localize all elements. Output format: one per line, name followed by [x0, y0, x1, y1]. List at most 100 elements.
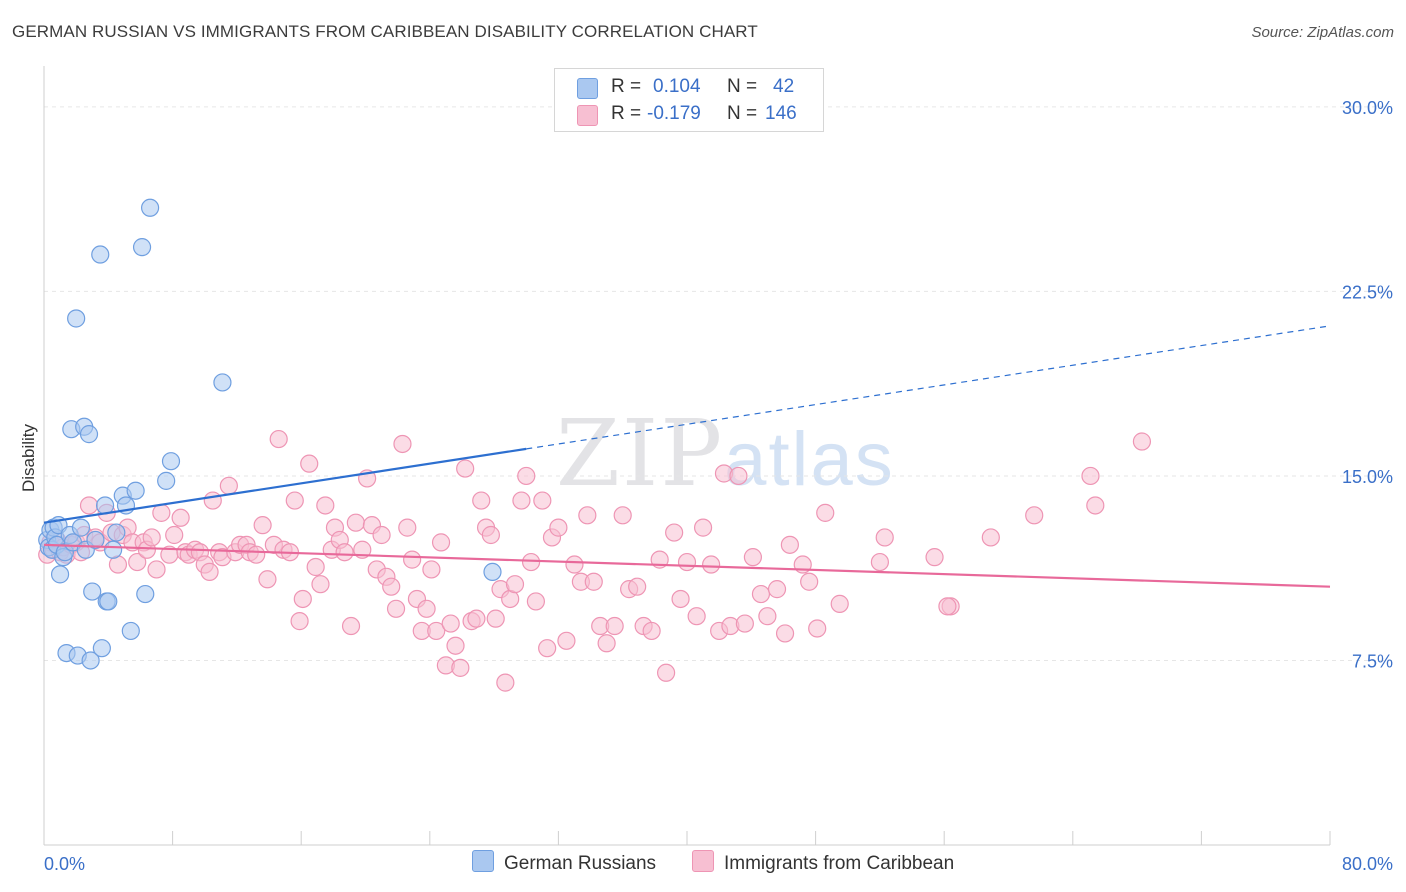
legend-n-value-2: 146: [765, 103, 797, 124]
caribbean-point: [393, 434, 412, 454]
caribbean-point: [1086, 496, 1105, 515]
y-axis-title: Disability: [19, 423, 38, 492]
caribbean-point: [526, 592, 545, 611]
caribbean-point: [398, 518, 417, 537]
german-russians-point: [157, 471, 176, 490]
watermark: ZIPatlas: [556, 400, 895, 507]
y-tick-label: 30.0%: [1342, 98, 1393, 118]
caribbean-point: [128, 552, 147, 572]
german-russians-point: [132, 238, 152, 257]
y-tick-label: 22.5%: [1342, 282, 1393, 302]
legend-n-label-2: N =: [727, 103, 758, 124]
caribbean-point: [517, 466, 536, 486]
bottom-legend-swatch-pink: [692, 850, 714, 872]
caribbean-point: [808, 619, 827, 638]
caribbean-point: [665, 523, 684, 542]
caribbean-point: [780, 535, 799, 554]
german-russians-point: [92, 639, 111, 658]
caribbean-point: [557, 631, 576, 650]
caribbean-point: [565, 555, 584, 574]
legend-r-value-2: -0.179: [647, 103, 701, 124]
legend-row-caribbean: R = -0.179 N = 146: [555, 102, 823, 128]
caribbean-point: [981, 528, 1000, 547]
caribbean-point: [372, 525, 391, 545]
caribbean-point: [729, 466, 748, 486]
caribbean-point: [300, 454, 319, 473]
source-label: Source: ZipAtlas.com: [1251, 24, 1394, 41]
caribbean-point: [743, 548, 763, 567]
caribbean-point: [147, 560, 166, 579]
bottom-legend-german-russians: German Russians: [472, 850, 656, 875]
caribbean-point: [346, 513, 365, 532]
caribbean-point: [496, 673, 515, 692]
caribbean-point: [486, 609, 505, 628]
caribbean-point: [758, 607, 777, 626]
legend-r-label-2: R =: [611, 103, 642, 124]
bottom-legend-swatch-blue: [472, 850, 494, 872]
caribbean-point: [693, 518, 713, 537]
german-russians-point: [67, 309, 86, 328]
caribbean-point: [451, 658, 470, 677]
german-russians-point: [83, 582, 102, 601]
caribbean-point: [341, 616, 361, 636]
german-russians-point: [121, 621, 140, 641]
german-russians-point: [79, 425, 99, 444]
caribbean-point: [431, 533, 451, 552]
legend-row-german-russians: R = 0.104 N = 42: [555, 75, 823, 101]
caribbean-point: [335, 543, 354, 562]
caribbean-point: [870, 552, 890, 572]
german-russians-point: [71, 518, 91, 537]
german-russians-point: [50, 565, 70, 584]
german-russians-point: [86, 530, 105, 550]
legend-r-value-1: 0.104: [653, 76, 701, 97]
german-russians-point: [107, 523, 126, 542]
german-russians-point: [99, 592, 118, 611]
x-tick-label-min: 0.0%: [44, 854, 85, 874]
caribbean-point: [642, 621, 661, 641]
german-russians-point: [126, 481, 145, 500]
caribbean-point: [142, 528, 161, 547]
caribbean-point: [382, 577, 401, 596]
caribbean-point: [578, 506, 597, 525]
caribbean-point: [386, 599, 406, 618]
caribbean-trendline: [43, 543, 1331, 588]
caribbean-point: [505, 575, 525, 594]
caribbean-point: [925, 548, 944, 567]
caribbean-point: [687, 607, 706, 626]
caribbean-point: [247, 545, 266, 564]
caribbean-point: [533, 491, 552, 510]
german-russians-trendline: [43, 447, 527, 524]
caribbean-point: [427, 621, 446, 641]
caribbean-point: [1132, 432, 1152, 451]
caribbean-point: [285, 491, 304, 510]
correlation-legend: R = 0.104 N = 42 R = -0.179 N = 146: [554, 68, 824, 132]
caribbean-point: [549, 518, 568, 537]
caribbean-point: [512, 491, 531, 510]
caribbean-point: [597, 634, 616, 653]
german-russians-point: [483, 562, 502, 582]
caribbean-point: [200, 562, 219, 582]
bottom-legend-label-1: German Russians: [504, 853, 657, 874]
watermark-zip: ZIP: [556, 400, 725, 507]
y-tick-label: 7.5%: [1352, 651, 1393, 671]
caribbean-point: [521, 552, 541, 572]
caribbean-point: [422, 560, 441, 579]
caribbean-point: [258, 570, 277, 589]
german-russians-point: [81, 651, 100, 670]
caribbean-point: [79, 496, 99, 515]
chart-title: GERMAN RUSSIAN VS IMMIGRANTS FROM CARIBB…: [12, 22, 758, 41]
caribbean-point: [1025, 506, 1044, 525]
caribbean-point: [584, 572, 603, 591]
caribbean-point: [938, 597, 957, 616]
caribbean-point: [875, 528, 894, 547]
caribbean-point: [165, 525, 184, 545]
legend-n-value-1: 42: [773, 76, 795, 97]
caribbean-point: [456, 459, 475, 478]
caribbean-point: [677, 552, 697, 572]
legend-n-label: N =: [727, 76, 758, 97]
caribbean-point: [311, 575, 330, 594]
german-russians-point: [213, 373, 232, 392]
y-tick-label: 15.0%: [1342, 467, 1393, 487]
caribbean-point: [441, 614, 460, 633]
